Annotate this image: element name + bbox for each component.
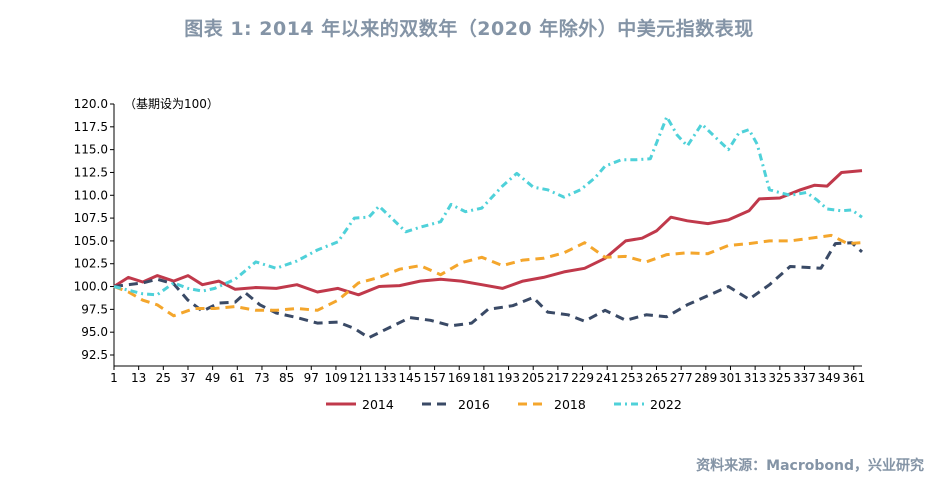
source-note: 资料来源：Macrobond，兴业研究: [696, 458, 924, 474]
x-tick-label: 109: [324, 371, 347, 385]
x-tick-label: 325: [768, 371, 791, 385]
x-tick-label: 85: [279, 371, 294, 385]
legend-label-2016: 2016: [458, 397, 490, 412]
x-tick-label: 157: [423, 371, 446, 385]
y-tick-label: 107.5: [74, 211, 108, 225]
y-tick-label: 92.5: [81, 348, 108, 362]
x-tick-label: 133: [374, 371, 397, 385]
y-tick-label: 100.0: [74, 280, 108, 294]
chart-lines: [113, 115, 863, 340]
x-tick-label: 49: [205, 371, 220, 385]
x-tick-label: 25: [156, 371, 171, 385]
y-tick-label: 120.0: [74, 97, 108, 111]
legend-label-2014: 2014: [362, 397, 394, 412]
x-tick-label: 37: [180, 371, 195, 385]
y-tick-label: 117.5: [74, 120, 108, 134]
x-tick-label: 181: [472, 371, 495, 385]
series-line-2022: [113, 115, 863, 297]
x-tick-label: 277: [670, 371, 693, 385]
chart-axes: 120.0 117.5 115.0 112.5 110.0 107.5 105.0 102.5…: [74, 97, 866, 385]
x-tick-label: 205: [522, 371, 545, 385]
x-tick-label: 217: [546, 371, 569, 385]
series-line-2014: [113, 169, 863, 297]
chart-note: （基期设为100）: [124, 97, 219, 111]
x-tick-label: 241: [596, 371, 619, 385]
x-tick-label: 337: [793, 371, 816, 385]
y-tick-label: 97.5: [81, 302, 108, 316]
x-tick-label: 169: [448, 371, 471, 385]
x-tick-label: 313: [744, 371, 767, 385]
x-tick-label: 97: [304, 371, 319, 385]
y-tick-label: 112.5: [74, 165, 108, 179]
y-tick-label: 115.0: [74, 143, 108, 157]
x-tick-label: 361: [842, 371, 865, 385]
y-tick-label: 102.5: [74, 257, 108, 271]
x-tick-label: 265: [645, 371, 668, 385]
chart-legend: 2014 2016 2018 2022: [326, 397, 682, 412]
x-tick-label: 121: [349, 371, 372, 385]
x-tick-label: 289: [694, 371, 717, 385]
y-tick-label: 95.0: [81, 325, 108, 339]
x-tick-label: 13: [131, 371, 146, 385]
x-tick-label: 61: [230, 371, 245, 385]
x-tick-label: 253: [620, 371, 643, 385]
series-line-2016: [113, 241, 863, 340]
legend-label-2018: 2018: [554, 397, 586, 412]
x-tick-label: 229: [571, 371, 594, 385]
series-line-2018: [113, 233, 863, 318]
chart-title: 图表 1: 2014 年以来的双数年（2020 年除外）中美元指数表现: [184, 18, 754, 40]
x-tick-label: 1: [110, 371, 118, 385]
y-tick-label: 105.0: [74, 234, 108, 248]
x-tick-label: 301: [719, 371, 742, 385]
x-tick-label: 349: [818, 371, 841, 385]
x-tick-label: 145: [398, 371, 421, 385]
legend-label-2022: 2022: [650, 397, 682, 412]
x-tick-label: 193: [497, 371, 520, 385]
y-tick-label: 110.0: [74, 188, 108, 202]
x-tick-label: 73: [254, 371, 269, 385]
